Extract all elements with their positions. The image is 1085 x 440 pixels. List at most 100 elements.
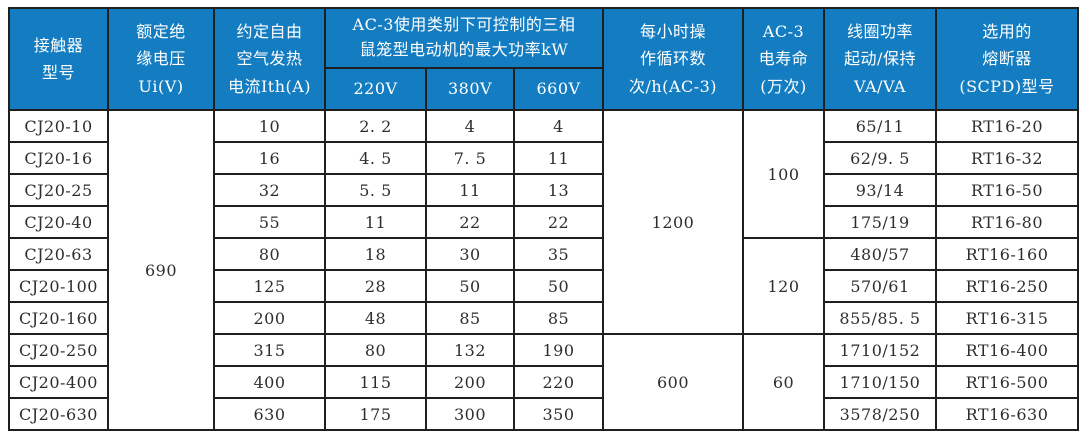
table-row: CJ20-25 32 5. 5 11 13 93/14 RT16-50	[8, 173, 1079, 207]
cell-kw-660: 35	[513, 237, 604, 271]
cell-ith: 80	[213, 237, 326, 271]
cell-kw-380: 11	[425, 173, 515, 207]
cell-ith: 55	[213, 205, 326, 239]
header-220v: 220V	[324, 67, 427, 111]
cell-cycles-merged: 600	[602, 333, 744, 431]
cell-ith: 10	[213, 109, 326, 143]
cell-ith: 200	[213, 301, 326, 335]
cell-ith: 16	[213, 141, 326, 175]
cell-coil: 65/11	[823, 109, 937, 143]
cell-fuse: RT16-20	[935, 109, 1079, 143]
cell-model: CJ20-10	[8, 109, 109, 143]
header-thermal-current: 约定自由 空气发热 电流Ith(A)	[213, 7, 326, 111]
cell-ith: 630	[213, 397, 326, 431]
cell-ith: 315	[213, 333, 326, 367]
cell-coil: 62/9. 5	[823, 141, 937, 175]
table-row: CJ20-100 125 28 50 50 570/61 RT16-250	[8, 269, 1079, 303]
table-row: CJ20-63 80 18 30 35 120 480/57 RT16-160	[8, 237, 1079, 335]
header-insulation-voltage: 额定绝 缘电压 Ui(V)	[107, 7, 215, 111]
cell-life-merged: 60	[742, 333, 825, 431]
header-660v: 660V	[513, 67, 604, 111]
cell-coil: 175/19	[823, 205, 937, 239]
header-coil-power: 线圈功率 起动/保持 VA/VA	[823, 7, 937, 111]
table-row: CJ20-40 55 11 22 22 175/19 RT16-80	[8, 205, 1079, 239]
table-body: CJ20-10 690 10 2. 2 4 4 1200 100 65/11 R…	[8, 109, 1079, 431]
cell-fuse: RT16-630	[935, 397, 1079, 431]
cell-kw-380: 22	[425, 205, 515, 239]
cell-fuse: RT16-250	[935, 269, 1079, 303]
cell-model: CJ20-160	[8, 301, 109, 335]
cell-kw-220: 11	[324, 205, 427, 239]
header-row-sub: 220V 380V 660V	[9, 67, 1078, 111]
cell-kw-660: 4	[513, 109, 604, 143]
header-ac3-power-group: AC-3使用类别下可控制的三相 鼠笼型电动机的最大功率kW	[324, 7, 604, 69]
cell-fuse: RT16-32	[935, 141, 1079, 175]
cell-coil: 1710/150	[823, 365, 937, 399]
cell-ith: 32	[213, 173, 326, 207]
cell-kw-380: 200	[425, 365, 515, 399]
cell-kw-660: 22	[513, 205, 604, 239]
cell-life-merged: 100	[742, 109, 825, 239]
cell-fuse: RT16-315	[935, 301, 1079, 335]
table-row: CJ20-16 16 4. 5 7. 5 11 62/9. 5 RT16-32	[8, 141, 1079, 175]
cell-coil: 93/14	[823, 173, 937, 207]
header-row-main: 接触器 型号 额定绝 缘电压 Ui(V) 约定自由 空气发热 电流Ith(A) …	[8, 7, 1079, 111]
cell-kw-380: 132	[425, 333, 515, 367]
cell-fuse: RT16-500	[935, 365, 1079, 399]
header-model: 接触器 型号	[8, 7, 109, 111]
cell-fuse: RT16-80	[935, 205, 1079, 239]
table-row: CJ20-400 400 115 200 220 1710/150 RT16-5…	[8, 365, 1079, 399]
cell-kw-220: 2. 2	[324, 109, 427, 143]
cell-model: CJ20-100	[8, 269, 109, 303]
cell-kw-660: 350	[513, 397, 604, 431]
header-life: AC-3 电寿命 (万次)	[742, 7, 825, 111]
cell-model: CJ20-400	[8, 365, 109, 399]
table-row: CJ20-630 630 175 300 350 3578/250 RT16-6…	[8, 397, 1079, 431]
cell-kw-220: 115	[324, 365, 427, 399]
cell-model: CJ20-25	[8, 173, 109, 207]
cell-kw-660: 85	[513, 301, 604, 335]
cell-kw-380: 85	[425, 301, 515, 335]
cell-fuse: RT16-160	[935, 237, 1079, 271]
cell-life-merged: 120	[742, 237, 825, 335]
cell-coil: 1710/152	[823, 333, 937, 367]
table-header: 接触器 型号 额定绝 缘电压 Ui(V) 约定自由 空气发热 电流Ith(A) …	[8, 7, 1079, 111]
cell-coil: 3578/250	[823, 397, 937, 431]
header-380v: 380V	[425, 67, 515, 111]
cell-fuse: RT16-400	[935, 333, 1079, 367]
cell-model: CJ20-630	[8, 397, 109, 431]
cell-coil: 855/85. 5	[823, 301, 937, 335]
cell-kw-220: 80	[324, 333, 427, 367]
cell-kw-220: 4. 5	[324, 141, 427, 175]
cell-kw-220: 48	[324, 301, 427, 335]
cell-coil: 570/61	[823, 269, 937, 303]
cell-kw-380: 300	[425, 397, 515, 431]
cell-kw-380: 7. 5	[425, 141, 515, 175]
cell-kw-220: 175	[324, 397, 427, 431]
cell-kw-380: 30	[425, 237, 515, 271]
cell-model: CJ20-16	[8, 141, 109, 175]
cell-model: CJ20-40	[8, 205, 109, 239]
cell-kw-220: 18	[324, 237, 427, 271]
table-row: CJ20-250 315 80 132 190 600 60 1710/152 …	[8, 333, 1079, 431]
cell-kw-220: 28	[324, 269, 427, 303]
header-cycles: 每小时操 作循环数 次/h(AC-3)	[602, 7, 744, 111]
cell-kw-660: 220	[513, 365, 604, 399]
cell-model: CJ20-250	[8, 333, 109, 367]
cell-kw-380: 50	[425, 269, 515, 303]
cell-kw-660: 190	[513, 333, 604, 367]
contactor-spec-table: 接触器 型号 额定绝 缘电压 Ui(V) 约定自由 空气发热 电流Ith(A) …	[8, 7, 1079, 431]
cell-kw-220: 5. 5	[324, 173, 427, 207]
cell-model: CJ20-63	[8, 237, 109, 271]
cell-ith: 125	[213, 269, 326, 303]
cell-kw-380: 4	[425, 109, 515, 143]
cell-ui-merged: 690	[107, 109, 215, 431]
cell-cycles-merged: 1200	[602, 109, 744, 335]
cell-kw-660: 11	[513, 141, 604, 175]
header-fuse: 选用的 熔断器 (SCPD)型号	[935, 7, 1079, 111]
cell-ith: 400	[213, 365, 326, 399]
cell-kw-660: 50	[513, 269, 604, 303]
cell-fuse: RT16-50	[935, 173, 1079, 207]
cell-kw-660: 13	[513, 173, 604, 207]
